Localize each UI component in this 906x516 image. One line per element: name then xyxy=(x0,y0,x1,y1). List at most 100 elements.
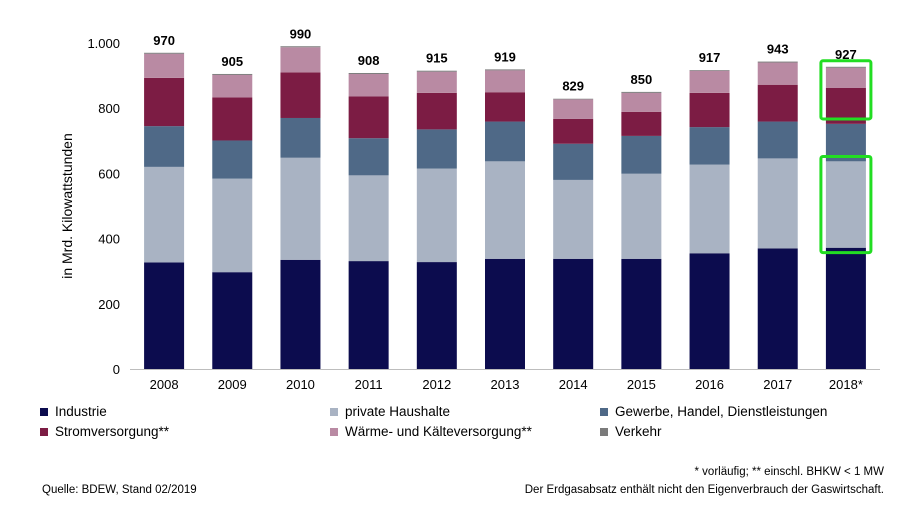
x-tick-label: 2018* xyxy=(829,377,863,392)
legend-label: Gewerbe, Handel, Dienstleistungen xyxy=(615,404,828,419)
x-tick-label: 2008 xyxy=(150,377,179,392)
total-label: 927 xyxy=(835,47,857,62)
bar-segment xyxy=(689,70,730,71)
x-tick-label: 2014 xyxy=(559,377,588,392)
bar-segment xyxy=(621,258,662,369)
total-label: 908 xyxy=(358,53,380,68)
legend-swatch xyxy=(600,407,608,416)
bar-segment xyxy=(144,53,185,78)
legend-swatch xyxy=(40,427,48,436)
legend: Industrie private Haushalte Gewerbe, Hande… xyxy=(40,404,900,444)
total-label: 970 xyxy=(153,33,175,48)
total-label: 919 xyxy=(494,49,516,64)
legend-item: private Haushalte xyxy=(330,404,450,419)
bar-segment xyxy=(825,67,866,88)
y-tick-label: 200 xyxy=(98,297,120,312)
legend-item: Gewerbe, Handel, Dienstleistungen xyxy=(600,404,827,419)
bar-segment xyxy=(348,72,389,74)
legend-swatch xyxy=(330,427,338,436)
bar-segment xyxy=(416,129,457,169)
total-label: 915 xyxy=(426,51,448,66)
total-label: 990 xyxy=(290,26,312,41)
bar-segment xyxy=(485,69,525,71)
highlight-box-top xyxy=(819,59,873,121)
bar-segment xyxy=(416,92,457,130)
x-tick-label: 2016 xyxy=(695,377,724,392)
x-tick-label: 2011 xyxy=(355,377,383,392)
bar-segment xyxy=(689,253,730,369)
bar-segment xyxy=(485,92,525,122)
footnote: * vorläufig; ** einschl. BHKW < 1 MW xyxy=(694,466,885,478)
bar-segment xyxy=(416,70,457,72)
bar-segment xyxy=(416,168,457,263)
bar-segment xyxy=(280,72,321,118)
bar-segment xyxy=(553,98,594,100)
x-tick-label: 2010 xyxy=(286,377,315,392)
bar-segment xyxy=(621,91,662,93)
bar-segment xyxy=(621,173,662,259)
total-label: 943 xyxy=(767,42,789,57)
y-tick-label: 1.000 xyxy=(87,36,120,51)
bar-segment xyxy=(348,73,389,97)
y-tick-label: 0 xyxy=(113,362,120,377)
bar-segment xyxy=(280,157,321,260)
bar-segment xyxy=(757,158,798,249)
disclaimer-note: Der Erdgasabsatz enthält nicht den Eigen… xyxy=(524,484,884,496)
bar-segment xyxy=(416,71,457,93)
bar-segment xyxy=(280,259,321,369)
bar-segment xyxy=(348,138,389,176)
bar-segment xyxy=(689,92,730,128)
bar-segment xyxy=(553,179,594,259)
bar-segment xyxy=(825,247,866,369)
bar-segment xyxy=(825,161,866,248)
bar-segment xyxy=(212,178,253,273)
bar-segment xyxy=(757,84,798,122)
total-label: 850 xyxy=(631,72,653,87)
bar-segment xyxy=(621,92,662,112)
bar-segment xyxy=(553,99,594,119)
total-label: 917 xyxy=(699,50,721,65)
bar-segment xyxy=(757,121,798,159)
bar-segment xyxy=(757,61,798,63)
bar-segment xyxy=(212,97,253,141)
bar-segment xyxy=(485,70,525,93)
legend-label: Verkehr xyxy=(615,424,662,439)
bar-segment xyxy=(553,118,594,144)
y-tick-label: 600 xyxy=(98,166,120,181)
bar-segment xyxy=(553,143,594,180)
bar-segment xyxy=(757,248,798,369)
bar-segment xyxy=(348,261,389,369)
total-label: 905 xyxy=(221,54,243,69)
bar-segment xyxy=(553,258,594,369)
bar-segment xyxy=(212,140,253,179)
y-tick-label: 800 xyxy=(98,101,120,116)
source-note: Quelle: BDEW, Stand 02/2019 xyxy=(42,484,197,496)
x-tick-label: 2017 xyxy=(763,377,792,392)
bar-segment xyxy=(280,46,321,48)
bar-segment xyxy=(348,175,389,262)
bar-segment xyxy=(212,73,253,75)
stacked-bar-chart: in Mrd. Kilowattstunden 0 200 400 600 800 1.00… xyxy=(59,26,880,392)
y-tick-label: 400 xyxy=(98,232,120,247)
legend-item: Industrie xyxy=(40,404,107,419)
legend-swatch xyxy=(330,407,338,416)
legend-label: Industrie xyxy=(55,404,107,419)
legend-label: Wärme- und Kälteversorgung** xyxy=(345,424,532,439)
x-tick-label: 2013 xyxy=(491,377,520,392)
bar-segment xyxy=(416,262,457,369)
bar-segment xyxy=(825,66,866,68)
legend-label: private Haushalte xyxy=(345,404,451,419)
bar-segment xyxy=(212,74,253,98)
bar-segment xyxy=(689,164,730,254)
x-tick-label: 2015 xyxy=(627,377,656,392)
bar-segment xyxy=(485,161,525,259)
bar-segment xyxy=(144,262,185,369)
bar-segment xyxy=(621,135,662,174)
bar-segment xyxy=(621,111,662,136)
bar-segment xyxy=(757,62,798,85)
bar-segment xyxy=(212,272,253,369)
legend-item: Wärme- und Kälteversorgung** xyxy=(330,424,532,439)
bar-segment xyxy=(280,47,321,73)
highlight-box-middle xyxy=(819,154,873,255)
legend-label: Stromversorgung** xyxy=(55,424,170,439)
